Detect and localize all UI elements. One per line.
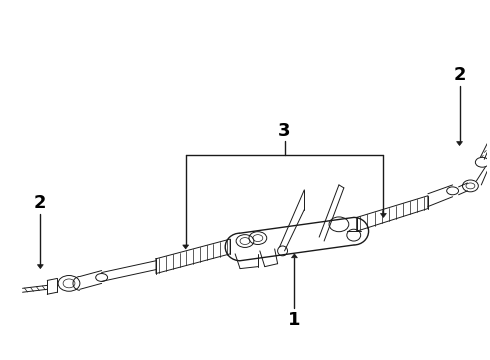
Text: 2: 2 bbox=[34, 194, 47, 212]
Text: 3: 3 bbox=[278, 122, 291, 140]
Polygon shape bbox=[183, 245, 189, 249]
Polygon shape bbox=[292, 254, 297, 258]
Polygon shape bbox=[380, 213, 387, 217]
Text: 2: 2 bbox=[453, 66, 466, 84]
Polygon shape bbox=[37, 265, 43, 269]
Text: 1: 1 bbox=[288, 311, 301, 329]
Polygon shape bbox=[457, 141, 463, 145]
